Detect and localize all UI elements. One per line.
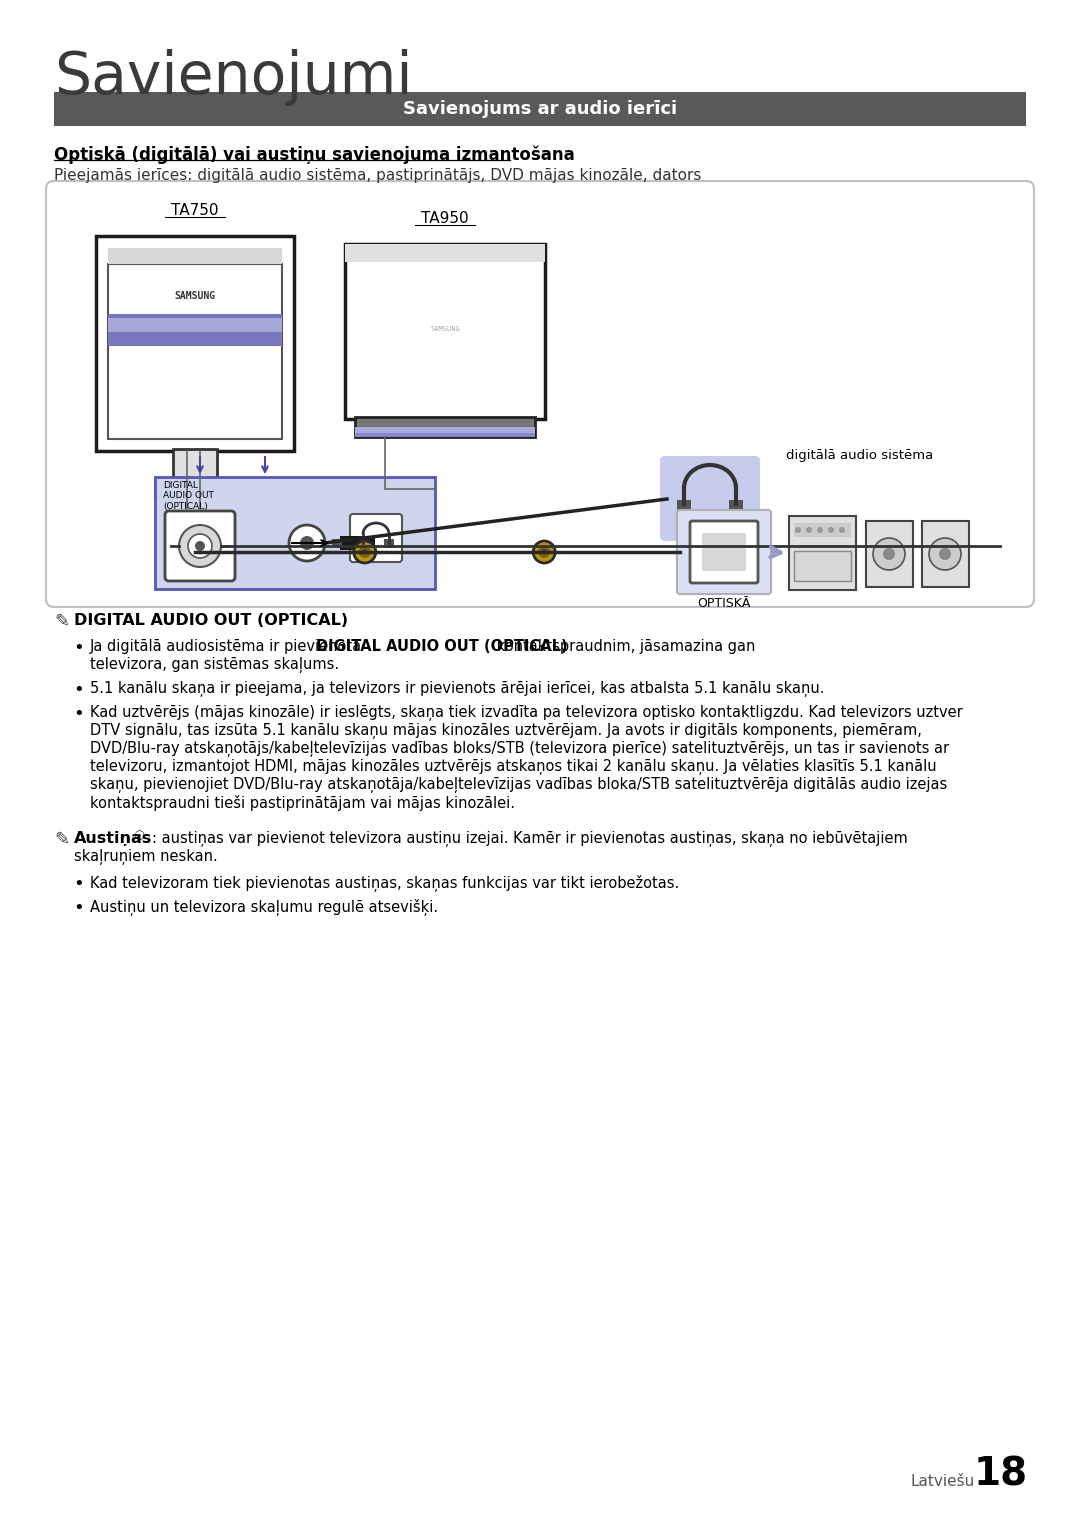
Bar xyxy=(108,248,282,264)
Text: ☉: ☉ xyxy=(134,829,145,843)
Bar xyxy=(355,427,535,437)
Bar xyxy=(96,235,294,451)
Text: DIGITAL
AUDIO OUT
(OPTICAL): DIGITAL AUDIO OUT (OPTICAL) xyxy=(163,482,214,510)
Circle shape xyxy=(538,545,550,557)
Circle shape xyxy=(188,535,212,557)
Bar xyxy=(384,539,394,548)
FancyBboxPatch shape xyxy=(350,513,402,562)
Text: DIGITAL AUDIO OUT (OPTICAL): DIGITAL AUDIO OUT (OPTICAL) xyxy=(75,614,348,627)
Circle shape xyxy=(362,550,367,554)
Bar xyxy=(340,536,375,550)
Text: Kad uztvērējs (mājas kinozāle) ir ieslēgts, skaņa tiek izvadīta pa televizora op: Kad uztvērējs (mājas kinozāle) ir ieslēg… xyxy=(90,705,962,722)
FancyBboxPatch shape xyxy=(866,521,913,586)
Circle shape xyxy=(195,541,205,551)
Text: TA950: TA950 xyxy=(421,211,469,226)
Bar xyxy=(355,418,535,437)
FancyBboxPatch shape xyxy=(690,521,758,583)
Circle shape xyxy=(542,550,546,554)
Text: TA750: TA750 xyxy=(172,204,219,219)
Circle shape xyxy=(883,548,895,561)
Bar xyxy=(357,539,368,548)
Text: •: • xyxy=(73,639,84,658)
Text: televizoru, izmantojot HDMI, mājas kinozāles uztvērējs atskaņos tikai 2 kanālu s: televizoru, izmantojot HDMI, mājas kinoz… xyxy=(90,760,936,775)
Text: •: • xyxy=(73,875,84,893)
Bar xyxy=(156,477,435,589)
Circle shape xyxy=(806,527,812,533)
Circle shape xyxy=(816,527,823,533)
Text: •: • xyxy=(73,705,84,723)
Bar xyxy=(677,500,691,513)
Circle shape xyxy=(873,538,905,570)
Text: DVD/Blu-ray atskaņotājs/kabeļtelevīzijas vadības bloks/STB (televizora pierīce) : DVD/Blu-ray atskaņotājs/kabeļtelevīzijas… xyxy=(90,741,949,756)
Bar xyxy=(729,500,743,513)
Text: Austiņas: Austiņas xyxy=(75,831,152,846)
Text: ✎: ✎ xyxy=(54,614,69,630)
Bar xyxy=(355,427,535,433)
Text: OPTISKĀ: OPTISKĀ xyxy=(698,597,751,611)
Circle shape xyxy=(534,541,555,564)
Circle shape xyxy=(289,526,325,561)
Text: Savienojums ar audio ierīci: Savienojums ar audio ierīci xyxy=(403,100,677,118)
Bar xyxy=(794,523,851,538)
FancyBboxPatch shape xyxy=(165,510,235,580)
Bar xyxy=(332,539,342,547)
Circle shape xyxy=(795,527,801,533)
Bar xyxy=(156,482,235,497)
Bar xyxy=(54,93,1026,126)
Circle shape xyxy=(300,536,314,550)
Bar xyxy=(702,533,746,571)
FancyBboxPatch shape xyxy=(660,456,760,541)
Bar xyxy=(794,551,851,580)
Text: : austiņas var pievienot televizora austiņu izejai. Kamēr ir pievienotas austiņa: : austiņas var pievienot televizora aust… xyxy=(152,831,908,848)
FancyBboxPatch shape xyxy=(789,516,856,589)
Text: Optiskā (digitālā) vai austiņu savienojuma izmantošana: Optiskā (digitālā) vai austiņu savienoju… xyxy=(54,146,575,164)
Text: skaņu, pievienojiet DVD/Blu-ray atskaņotāja/kabeļtelevīzijas vadības bloka/STB s: skaņu, pievienojiet DVD/Blu-ray atskaņot… xyxy=(90,778,947,793)
Text: Kad televizoram tiek pievienotas austiņas, skaņas funkcijas var tikt ierobežotas: Kad televizoram tiek pievienotas austiņa… xyxy=(90,875,679,892)
Text: televizora, gan sistēmas skaļums.: televizora, gan sistēmas skaļums. xyxy=(90,658,339,673)
Text: 5.1 kanālu skaņa ir pieejama, ja televizors ir pievienots ārējai ierīcei, kas at: 5.1 kanālu skaņa ir pieejama, ja televiz… xyxy=(90,681,824,697)
Text: SAMSUNG: SAMSUNG xyxy=(430,327,460,333)
Circle shape xyxy=(939,548,951,561)
Bar xyxy=(108,317,282,333)
Text: Austiņu un televizora skaļumu regulē atsevišķi.: Austiņu un televizora skaļumu regulē ats… xyxy=(90,899,438,916)
Text: Savienojumi: Savienojumi xyxy=(54,49,413,106)
Text: digitālā audio sistēma: digitālā audio sistēma xyxy=(786,450,933,462)
Text: •: • xyxy=(73,899,84,917)
FancyBboxPatch shape xyxy=(677,510,771,594)
Bar xyxy=(173,450,217,483)
Circle shape xyxy=(828,527,834,533)
Bar xyxy=(108,314,282,346)
Text: SAMSUNG: SAMSUNG xyxy=(175,292,216,301)
Bar xyxy=(108,264,282,439)
Text: •: • xyxy=(73,681,84,699)
Text: DTV signālu, tas izsūta 5.1 kanālu skaņu mājas kinozāles uztvērējam. Ja avots ir: DTV signālu, tas izsūta 5.1 kanālu skaņu… xyxy=(90,723,922,740)
Text: Pieejamās ierīces: digitālā audio sistēma, pastiprinātājs, DVD mājas kinozāle, d: Pieejamās ierīces: digitālā audio sistēm… xyxy=(54,169,701,182)
Circle shape xyxy=(839,527,845,533)
Bar xyxy=(345,245,545,261)
Text: skaļruņiem neskan.: skaļruņiem neskan. xyxy=(75,849,218,864)
Bar xyxy=(345,245,545,419)
Text: kontaktspraudni tieši pastiprinātājam vai mājas kinozālei.: kontaktspraudni tieši pastiprinātājam va… xyxy=(90,794,515,811)
Text: 18: 18 xyxy=(974,1457,1028,1495)
Text: Latviešu: Latviešu xyxy=(910,1473,975,1489)
Text: Ja digitālā audiosistēma ir pievienota: Ja digitālā audiosistēma ir pievienota xyxy=(90,639,367,655)
Circle shape xyxy=(929,538,961,570)
FancyBboxPatch shape xyxy=(46,181,1034,608)
Text: DIGITAL AUDIO OUT (OPTICAL): DIGITAL AUDIO OUT (OPTICAL) xyxy=(316,639,568,655)
Circle shape xyxy=(359,545,370,557)
FancyBboxPatch shape xyxy=(922,521,969,586)
Text: ✎: ✎ xyxy=(54,831,69,849)
Text: kontaktspraudnim, jāsamazina gan: kontaktspraudnim, jāsamazina gan xyxy=(491,639,755,655)
Circle shape xyxy=(179,526,221,567)
Circle shape xyxy=(354,541,376,564)
